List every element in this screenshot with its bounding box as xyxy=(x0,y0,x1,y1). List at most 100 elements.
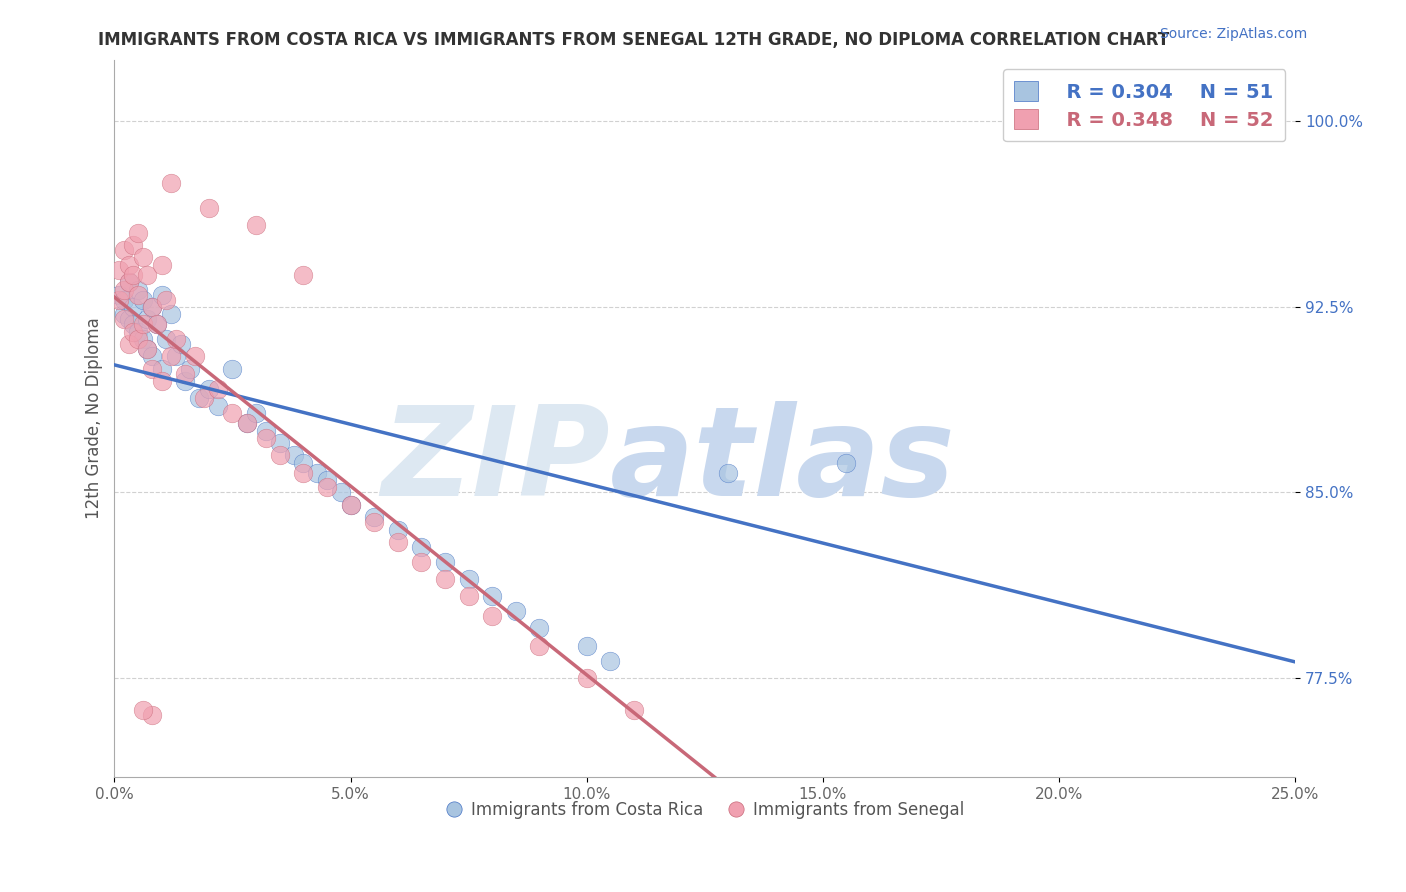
Point xyxy=(193,392,215,406)
Point xyxy=(112,293,135,307)
Point xyxy=(623,703,645,717)
Point xyxy=(150,361,173,376)
Point xyxy=(174,367,197,381)
Text: Source: ZipAtlas.com: Source: ZipAtlas.com xyxy=(1160,27,1308,41)
Point xyxy=(136,312,159,326)
Legend: Immigrants from Costa Rica, Immigrants from Senegal: Immigrants from Costa Rica, Immigrants f… xyxy=(439,795,970,826)
Point xyxy=(117,337,139,351)
Point xyxy=(150,374,173,388)
Point xyxy=(141,361,163,376)
Point xyxy=(254,424,277,438)
Point xyxy=(363,515,385,529)
Point xyxy=(316,481,339,495)
Point xyxy=(457,590,479,604)
Point xyxy=(330,485,353,500)
Point xyxy=(235,416,257,430)
Point xyxy=(132,703,155,717)
Point xyxy=(108,293,131,307)
Point xyxy=(387,535,409,549)
Point xyxy=(127,226,149,240)
Text: IMMIGRANTS FROM COSTA RICA VS IMMIGRANTS FROM SENEGAL 12TH GRADE, NO DIPLOMA COR: IMMIGRANTS FROM COSTA RICA VS IMMIGRANTS… xyxy=(98,31,1170,49)
Point xyxy=(339,498,361,512)
Point xyxy=(155,293,177,307)
Point xyxy=(179,361,201,376)
Point xyxy=(108,263,131,277)
Point xyxy=(122,300,145,314)
Point xyxy=(575,639,598,653)
Point xyxy=(221,361,243,376)
Point xyxy=(174,374,197,388)
Point xyxy=(141,708,163,723)
Point xyxy=(165,350,187,364)
Point xyxy=(122,268,145,282)
Point xyxy=(269,436,291,450)
Point xyxy=(363,510,385,524)
Point xyxy=(235,416,257,430)
Point xyxy=(183,350,205,364)
Point xyxy=(529,639,551,653)
Text: ZIP: ZIP xyxy=(381,401,610,522)
Point xyxy=(316,473,339,487)
Point xyxy=(122,325,145,339)
Point xyxy=(339,498,361,512)
Point xyxy=(434,572,457,586)
Point xyxy=(141,300,163,314)
Point xyxy=(150,258,173,272)
Point xyxy=(481,609,503,624)
Point xyxy=(146,318,169,332)
Point xyxy=(434,555,457,569)
Point xyxy=(132,318,155,332)
Point xyxy=(112,307,135,321)
Point xyxy=(387,523,409,537)
Point xyxy=(127,283,149,297)
Point xyxy=(112,283,135,297)
Point xyxy=(207,382,229,396)
Point xyxy=(141,300,163,314)
Point xyxy=(221,406,243,420)
Point xyxy=(283,448,305,462)
Point xyxy=(160,350,183,364)
Point xyxy=(207,399,229,413)
Point xyxy=(146,318,169,332)
Point xyxy=(505,604,527,618)
Point xyxy=(132,251,155,265)
Point xyxy=(136,342,159,356)
Point xyxy=(160,176,183,190)
Y-axis label: 12th Grade, No Diploma: 12th Grade, No Diploma xyxy=(86,318,103,519)
Point xyxy=(292,466,315,480)
Point xyxy=(127,325,149,339)
Point xyxy=(117,312,139,326)
Point xyxy=(141,350,163,364)
Point xyxy=(411,540,433,554)
Point xyxy=(481,590,503,604)
Point xyxy=(411,555,433,569)
Point xyxy=(112,243,135,257)
Point xyxy=(136,342,159,356)
Point xyxy=(108,287,131,301)
Point xyxy=(122,318,145,332)
Point xyxy=(112,312,135,326)
Point xyxy=(136,268,159,282)
Text: atlas: atlas xyxy=(610,401,956,522)
Point xyxy=(127,287,149,301)
Point xyxy=(717,466,740,480)
Point xyxy=(599,654,621,668)
Point xyxy=(245,219,267,233)
Point xyxy=(269,448,291,462)
Point xyxy=(245,406,267,420)
Point xyxy=(122,238,145,252)
Point xyxy=(169,337,191,351)
Point xyxy=(132,293,155,307)
Point xyxy=(198,382,221,396)
Point xyxy=(127,332,149,346)
Point xyxy=(835,456,858,470)
Point xyxy=(117,275,139,289)
Point xyxy=(150,287,173,301)
Point xyxy=(188,392,211,406)
Point xyxy=(165,332,187,346)
Point xyxy=(529,622,551,636)
Point xyxy=(575,671,598,685)
Point xyxy=(254,431,277,445)
Point xyxy=(292,456,315,470)
Point xyxy=(198,201,221,215)
